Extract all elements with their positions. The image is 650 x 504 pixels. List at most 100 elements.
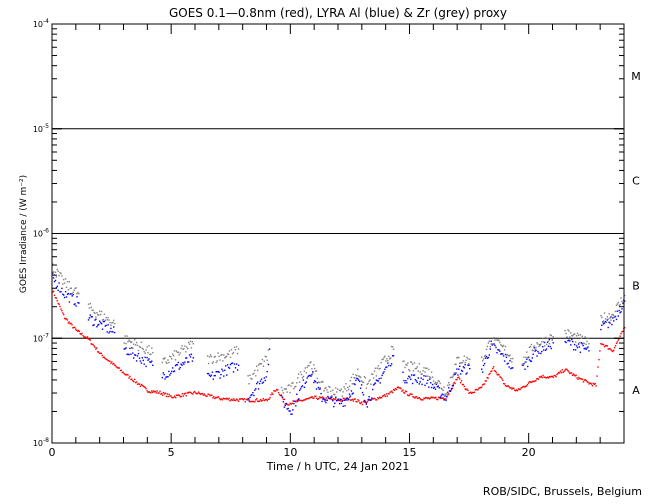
data-point-lyra-zr [565, 332, 567, 335]
data-point-lyra-zr [587, 337, 589, 339]
data-point-lyra-al [299, 388, 302, 390]
data-point-lyra-zr [105, 316, 107, 319]
data-point-lyra-al [56, 285, 58, 288]
data-point-goes [542, 374, 544, 377]
data-point-goes [373, 397, 375, 400]
data-point-lyra-zr [573, 333, 575, 336]
data-point-goes [359, 402, 361, 404]
data-point-lyra-al [497, 349, 499, 351]
data-point-lyra-zr [327, 391, 329, 393]
data-point-lyra-zr [226, 355, 228, 357]
data-point-lyra-al [76, 296, 78, 298]
data-point-lyra-al [225, 365, 227, 367]
data-point-lyra-al [263, 377, 265, 379]
data-point-goes [428, 398, 431, 400]
data-point-lyra-zr [402, 360, 404, 363]
data-point-lyra-zr [71, 293, 73, 295]
data-point-lyra-zr [429, 376, 431, 378]
data-point-lyra-zr [257, 369, 259, 372]
data-point-goes [416, 397, 419, 400]
data-point-goes [236, 398, 238, 400]
data-point-lyra-al [379, 382, 381, 384]
data-point-goes [345, 397, 347, 400]
data-point-goes [83, 336, 85, 338]
data-point-goes [217, 396, 220, 398]
data-point-goes [414, 397, 416, 399]
data-point-goes [360, 402, 362, 405]
data-point-goes [133, 380, 135, 383]
data-point [624, 327, 626, 329]
data-point-goes [213, 396, 215, 398]
data-point-goes [96, 351, 99, 353]
data-point-goes [539, 376, 542, 378]
data-point-lyra-zr [390, 357, 392, 359]
data-point-goes [54, 297, 57, 299]
data-point-lyra-al [347, 397, 349, 400]
data-point-goes [554, 374, 556, 377]
data-point-goes [317, 398, 319, 400]
data-point-lyra-zr [539, 344, 541, 347]
data-point-goes [75, 329, 78, 331]
data-point-lyra-al [425, 375, 427, 377]
data-point-lyra-al [187, 361, 189, 363]
data-point-lyra-zr [465, 359, 467, 362]
data-point-goes [64, 318, 67, 320]
data-point-goes [256, 398, 258, 400]
data-point-goes [390, 391, 392, 393]
data-point-lyra-al [125, 347, 127, 349]
data-point-goes [248, 398, 250, 400]
data-point-lyra-zr [602, 321, 604, 324]
data-point-lyra-al [98, 323, 100, 326]
data-point-goes [228, 397, 230, 400]
data-point-goes [358, 400, 360, 402]
data-point-lyra-zr [297, 377, 299, 379]
data-point-lyra-al [603, 322, 606, 324]
data-point-lyra-al [295, 405, 297, 407]
data-point-lyra-al [134, 354, 136, 356]
data-point-lyra-al [231, 362, 234, 364]
data-point-goes [79, 332, 81, 335]
data-point-goes [204, 394, 206, 396]
data-point-lyra-zr [536, 342, 538, 344]
data-point-lyra-zr [134, 339, 136, 341]
data-point-lyra-al [464, 364, 466, 366]
data-point-goes [131, 378, 133, 380]
data-point-goes [339, 400, 342, 402]
data-point-goes [501, 378, 503, 380]
data-point-goes [407, 394, 410, 397]
data-point-lyra-al [426, 382, 428, 384]
data-point-goes [66, 319, 69, 321]
data-point-goes [244, 401, 246, 403]
data-point-lyra-al [101, 328, 104, 330]
data-point-lyra-al [328, 397, 330, 400]
data-point-goes [262, 398, 265, 400]
data-point-lyra-al [176, 364, 179, 366]
data-point-lyra-al [332, 400, 334, 402]
data-point-lyra-al [572, 340, 574, 343]
data-point-lyra-al [91, 316, 93, 318]
data-point-lyra-zr [221, 353, 223, 356]
data-point-lyra-al [348, 393, 351, 395]
data-point-goes [187, 392, 189, 394]
data-point-lyra-zr [525, 356, 527, 359]
data-point-lyra-zr [260, 363, 263, 365]
data-point-lyra-zr [248, 383, 250, 385]
data-point-lyra-al [130, 353, 132, 355]
data-point-goes [397, 386, 399, 388]
data-point-goes [140, 383, 143, 386]
data-point-lyra-al [621, 308, 623, 310]
data-point-goes [221, 399, 224, 401]
data-point [152, 351, 154, 354]
data-point-goes [413, 396, 415, 398]
data-point-goes [99, 352, 102, 355]
data-point-goes [458, 376, 460, 378]
data-point-lyra-zr [113, 319, 115, 322]
data-point-lyra-al [206, 372, 209, 375]
data-point-lyra-zr [410, 361, 413, 363]
data-point-goes [484, 380, 487, 382]
data-point-goes [223, 398, 225, 400]
data-point-lyra-al [337, 399, 339, 401]
data-point-lyra-al [227, 366, 230, 369]
data-point-lyra-al [137, 352, 140, 355]
